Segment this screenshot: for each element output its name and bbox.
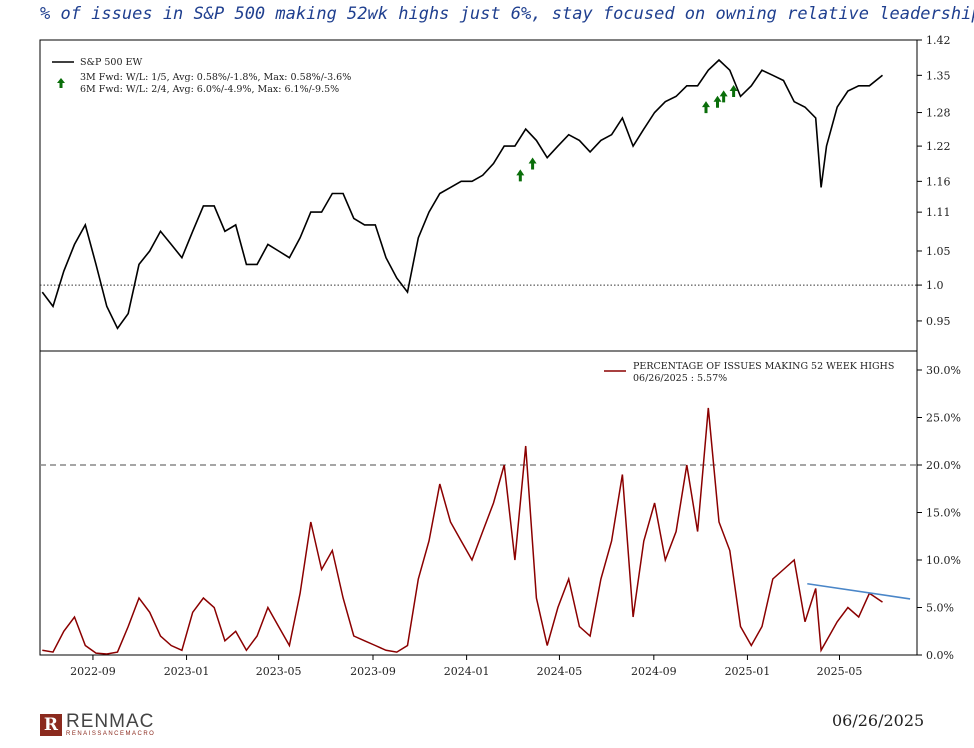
- top-yticks: 0.95 1.0 1.05 1.11 1.16 1.22 1.28 1.35 1.42: [917, 34, 951, 328]
- top-ytick-label: 0.95: [926, 315, 951, 328]
- bottom-xticks: 2022-09 2023-01 2023-05 2023-09 2024-01 2024-…: [70, 655, 862, 678]
- xtick-label: 2024-05: [537, 665, 583, 678]
- top-ytick-label: 1.16: [926, 175, 951, 188]
- top-ytick-label: 1.22: [926, 140, 951, 153]
- bottom-ytick-label: 10.0%: [926, 554, 961, 567]
- bottom-series-line: [42, 407, 883, 655]
- up-arrow-icon: [528, 157, 537, 170]
- up-arrow-icon: [729, 85, 738, 98]
- bottom-ytick-label: 0.0%: [926, 649, 954, 662]
- bottom-yticks: 0.0% 5.0% 10.0% 15.0% 20.0% 25.0% 30.0%: [917, 364, 961, 662]
- xtick-label: 2025-01: [725, 665, 771, 678]
- bottom-ytick-label: 20.0%: [926, 459, 961, 472]
- legend-label-6m: 6M Fwd: W/L: 2/4, Avg: 6.0%/-4.9%, Max: …: [80, 84, 339, 95]
- bottom-panel: 0.0% 5.0% 10.0% 15.0% 20.0% 25.0% 30.0% 2022-0…: [39, 350, 961, 678]
- top-ytick-label: 1.42: [926, 34, 951, 47]
- top-ytick-label: 1.28: [926, 107, 951, 120]
- legend-arrow-icon: [57, 78, 65, 88]
- up-arrow-icon: [719, 90, 728, 103]
- legend-label-3m: 3M Fwd: W/L: 1/5, Avg: 0.58%/-1.8%, Max:…: [80, 72, 351, 83]
- xtick-label: 2023-09: [350, 665, 396, 678]
- footer-date: 06/26/2025: [832, 711, 925, 730]
- top-panel: 0.95 1.0 1.05 1.11 1.16 1.22 1.28 1.35 1.42 S&P …: [39, 34, 951, 352]
- top-ytick-label: 1.0: [926, 279, 944, 292]
- trend-line: [807, 582, 911, 600]
- up-arrow-icon: [701, 101, 710, 114]
- xtick-label: 2023-01: [164, 665, 210, 678]
- bottom-ytick-label: 30.0%: [926, 364, 961, 377]
- up-arrow-icon: [713, 95, 722, 108]
- top-ytick-label: 1.05: [926, 245, 951, 258]
- logo-brand: RENMAC: [66, 711, 155, 732]
- bottom-ytick-label: 5.0%: [926, 602, 954, 615]
- bottom-ytick-label: 25.0%: [926, 412, 961, 425]
- logo-brand-sub: RENAISSANCEMACRO: [66, 731, 156, 737]
- xtick-label: 2023-05: [256, 665, 302, 678]
- bottom-legend: PERCENTAGE OF ISSUES MAKING 52 WEEK HIGH…: [604, 361, 894, 384]
- legend-label-52wk-value: 06/26/2025 : 5.57%: [633, 373, 727, 384]
- renmac-logo: R RENMAC RENAISSANCEMACRO: [40, 712, 155, 738]
- legend-label-52wk: PERCENTAGE OF ISSUES MAKING 52 WEEK HIGH…: [633, 361, 894, 372]
- bottom-ytick-label: 15.0%: [926, 507, 961, 520]
- logo-mark-icon: R: [40, 714, 62, 736]
- xtick-label: 2022-09: [70, 665, 116, 678]
- bottom-panel-frame: [39, 350, 918, 656]
- xtick-label: 2024-01: [444, 665, 490, 678]
- logo-text: RENMAC RENAISSANCEMACRO: [66, 712, 155, 738]
- legend-label-sp500: S&P 500 EW: [80, 57, 142, 68]
- top-arrows: [516, 85, 738, 182]
- top-legend: S&P 500 EW 3M Fwd: W/L: 1/5, Avg: 0.58%/…: [52, 57, 351, 95]
- xtick-label: 2024-09: [631, 665, 677, 678]
- xtick-label: 2025-05: [817, 665, 863, 678]
- top-ytick-label: 1.35: [926, 69, 951, 82]
- up-arrow-icon: [516, 169, 525, 182]
- top-series-line: [41, 58, 884, 330]
- headline: % of issues in S&P 500 making 52wk highs…: [40, 4, 974, 24]
- top-ytick-label: 1.11: [926, 206, 951, 219]
